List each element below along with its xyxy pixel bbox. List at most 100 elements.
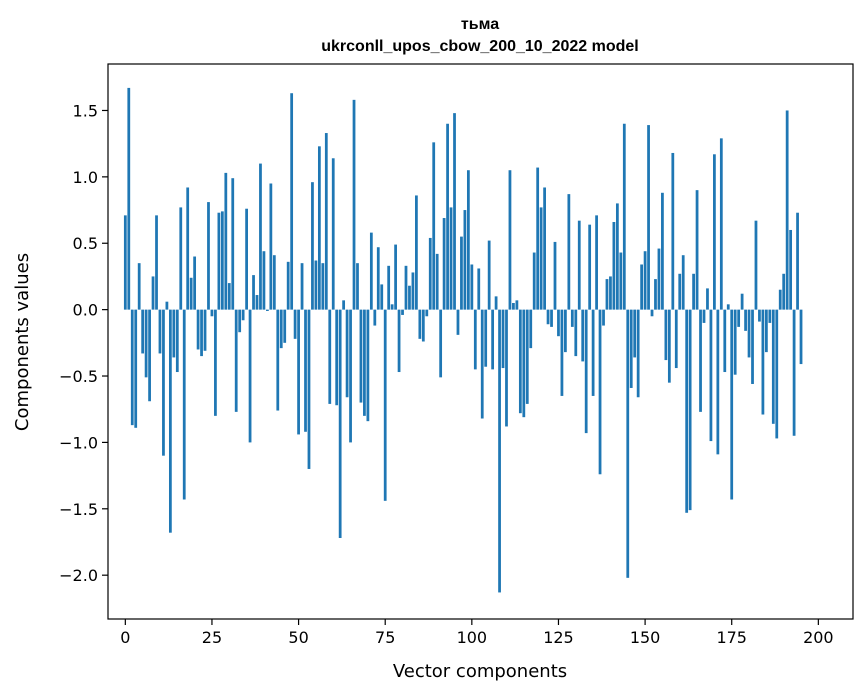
bar-43 xyxy=(272,255,276,310)
bar-129 xyxy=(570,309,574,327)
bar-55 xyxy=(314,260,318,310)
bar-6 xyxy=(144,309,148,378)
bar-184 xyxy=(761,309,765,415)
x-tick-label: 125 xyxy=(543,628,574,647)
y-tick-label: −0.5 xyxy=(59,367,98,386)
bar-185 xyxy=(764,309,768,353)
bar-13 xyxy=(168,309,172,533)
bar-19 xyxy=(189,277,193,310)
bar-82 xyxy=(408,285,411,310)
bar-26 xyxy=(214,309,217,416)
bar-165 xyxy=(695,190,699,310)
bar-130 xyxy=(574,309,578,357)
bar-139 xyxy=(605,279,609,310)
bar-10 xyxy=(158,309,162,354)
x-axis-label: Vector components xyxy=(393,661,567,682)
bar-141 xyxy=(612,222,616,310)
bar-60 xyxy=(331,158,335,310)
bar-190 xyxy=(782,273,786,310)
bar-154 xyxy=(657,248,661,310)
bar-101 xyxy=(473,309,477,370)
bar-167 xyxy=(702,309,706,323)
bar-86 xyxy=(421,309,425,342)
bar-95 xyxy=(453,113,456,310)
bar-66 xyxy=(352,99,356,310)
chart-title-line-2: ukrconll_upos_cbow_200_10_2022 model xyxy=(321,38,638,55)
bar-80 xyxy=(401,309,404,315)
bar-41 xyxy=(266,309,269,311)
bar-176 xyxy=(733,309,737,375)
bar-18 xyxy=(186,187,190,310)
bar-22 xyxy=(200,309,203,357)
bar-175 xyxy=(730,309,734,500)
bar-192 xyxy=(789,229,793,310)
bar-191 xyxy=(785,110,789,310)
bar-58 xyxy=(324,133,328,310)
x-tick-label: 175 xyxy=(716,628,747,647)
bar-52 xyxy=(304,309,307,432)
bar-155 xyxy=(661,192,664,310)
bar-138 xyxy=(602,309,605,326)
bar-32 xyxy=(234,309,238,412)
y-tick-label: −1.5 xyxy=(59,500,98,519)
bar-68 xyxy=(359,309,363,403)
bar-106 xyxy=(491,309,495,370)
bar-99 xyxy=(466,170,470,310)
bar-124 xyxy=(553,241,557,310)
bar-46 xyxy=(283,309,287,343)
bar-98 xyxy=(463,210,467,310)
bar-87 xyxy=(425,309,429,317)
bar-108 xyxy=(498,309,501,593)
bar-15 xyxy=(175,309,179,373)
bar-126 xyxy=(560,309,564,396)
bar-5 xyxy=(141,309,145,354)
bar-143 xyxy=(619,252,623,310)
bar-158 xyxy=(671,152,675,310)
y-axis-ticks: −2.0 −1.5 −1.0 −0.5 0.0 0.5 1.0 1.5 xyxy=(59,101,108,585)
bar-79 xyxy=(397,309,401,373)
bar-110 xyxy=(505,309,508,427)
bar-97 xyxy=(460,236,463,310)
bar-153 xyxy=(654,279,657,310)
bar-162 xyxy=(685,309,689,513)
bar-147 xyxy=(633,309,637,358)
bar-50 xyxy=(297,309,300,435)
bar-16 xyxy=(179,207,183,310)
bar-34 xyxy=(241,309,245,321)
plot-frame xyxy=(107,63,854,620)
bar-173 xyxy=(723,309,727,373)
bar-69 xyxy=(363,309,366,416)
bar-174 xyxy=(726,304,730,310)
bar-188 xyxy=(775,309,779,439)
x-tick-label: 150 xyxy=(630,628,661,647)
bar-119 xyxy=(536,167,540,310)
bar-148 xyxy=(636,309,640,398)
bar-47 xyxy=(286,261,290,310)
bar-67 xyxy=(356,263,359,310)
bar-39 xyxy=(259,163,262,310)
bar-42 xyxy=(269,183,273,310)
bar-85 xyxy=(418,309,422,339)
bar-140 xyxy=(609,276,612,310)
bar-75 xyxy=(383,309,387,501)
bar-8 xyxy=(151,276,155,310)
bar-2 xyxy=(130,309,134,426)
bar-142 xyxy=(615,203,619,310)
bar-117 xyxy=(529,309,533,349)
bar-33 xyxy=(238,309,242,333)
bar-89 xyxy=(432,142,436,310)
y-tick-label: 1.5 xyxy=(73,101,98,120)
x-tick-label: 50 xyxy=(288,628,308,647)
bar-73 xyxy=(376,247,380,310)
bar-113 xyxy=(515,300,519,310)
x-tick-label: 200 xyxy=(803,628,834,647)
bars-group xyxy=(123,87,803,593)
chart-title-line-1: тьма xyxy=(461,16,499,33)
bar-170 xyxy=(713,154,716,310)
bar-123 xyxy=(550,309,553,327)
bar-163 xyxy=(688,309,692,511)
bar-151 xyxy=(647,125,650,310)
bar-1 xyxy=(127,87,131,310)
bar-77 xyxy=(390,304,394,310)
